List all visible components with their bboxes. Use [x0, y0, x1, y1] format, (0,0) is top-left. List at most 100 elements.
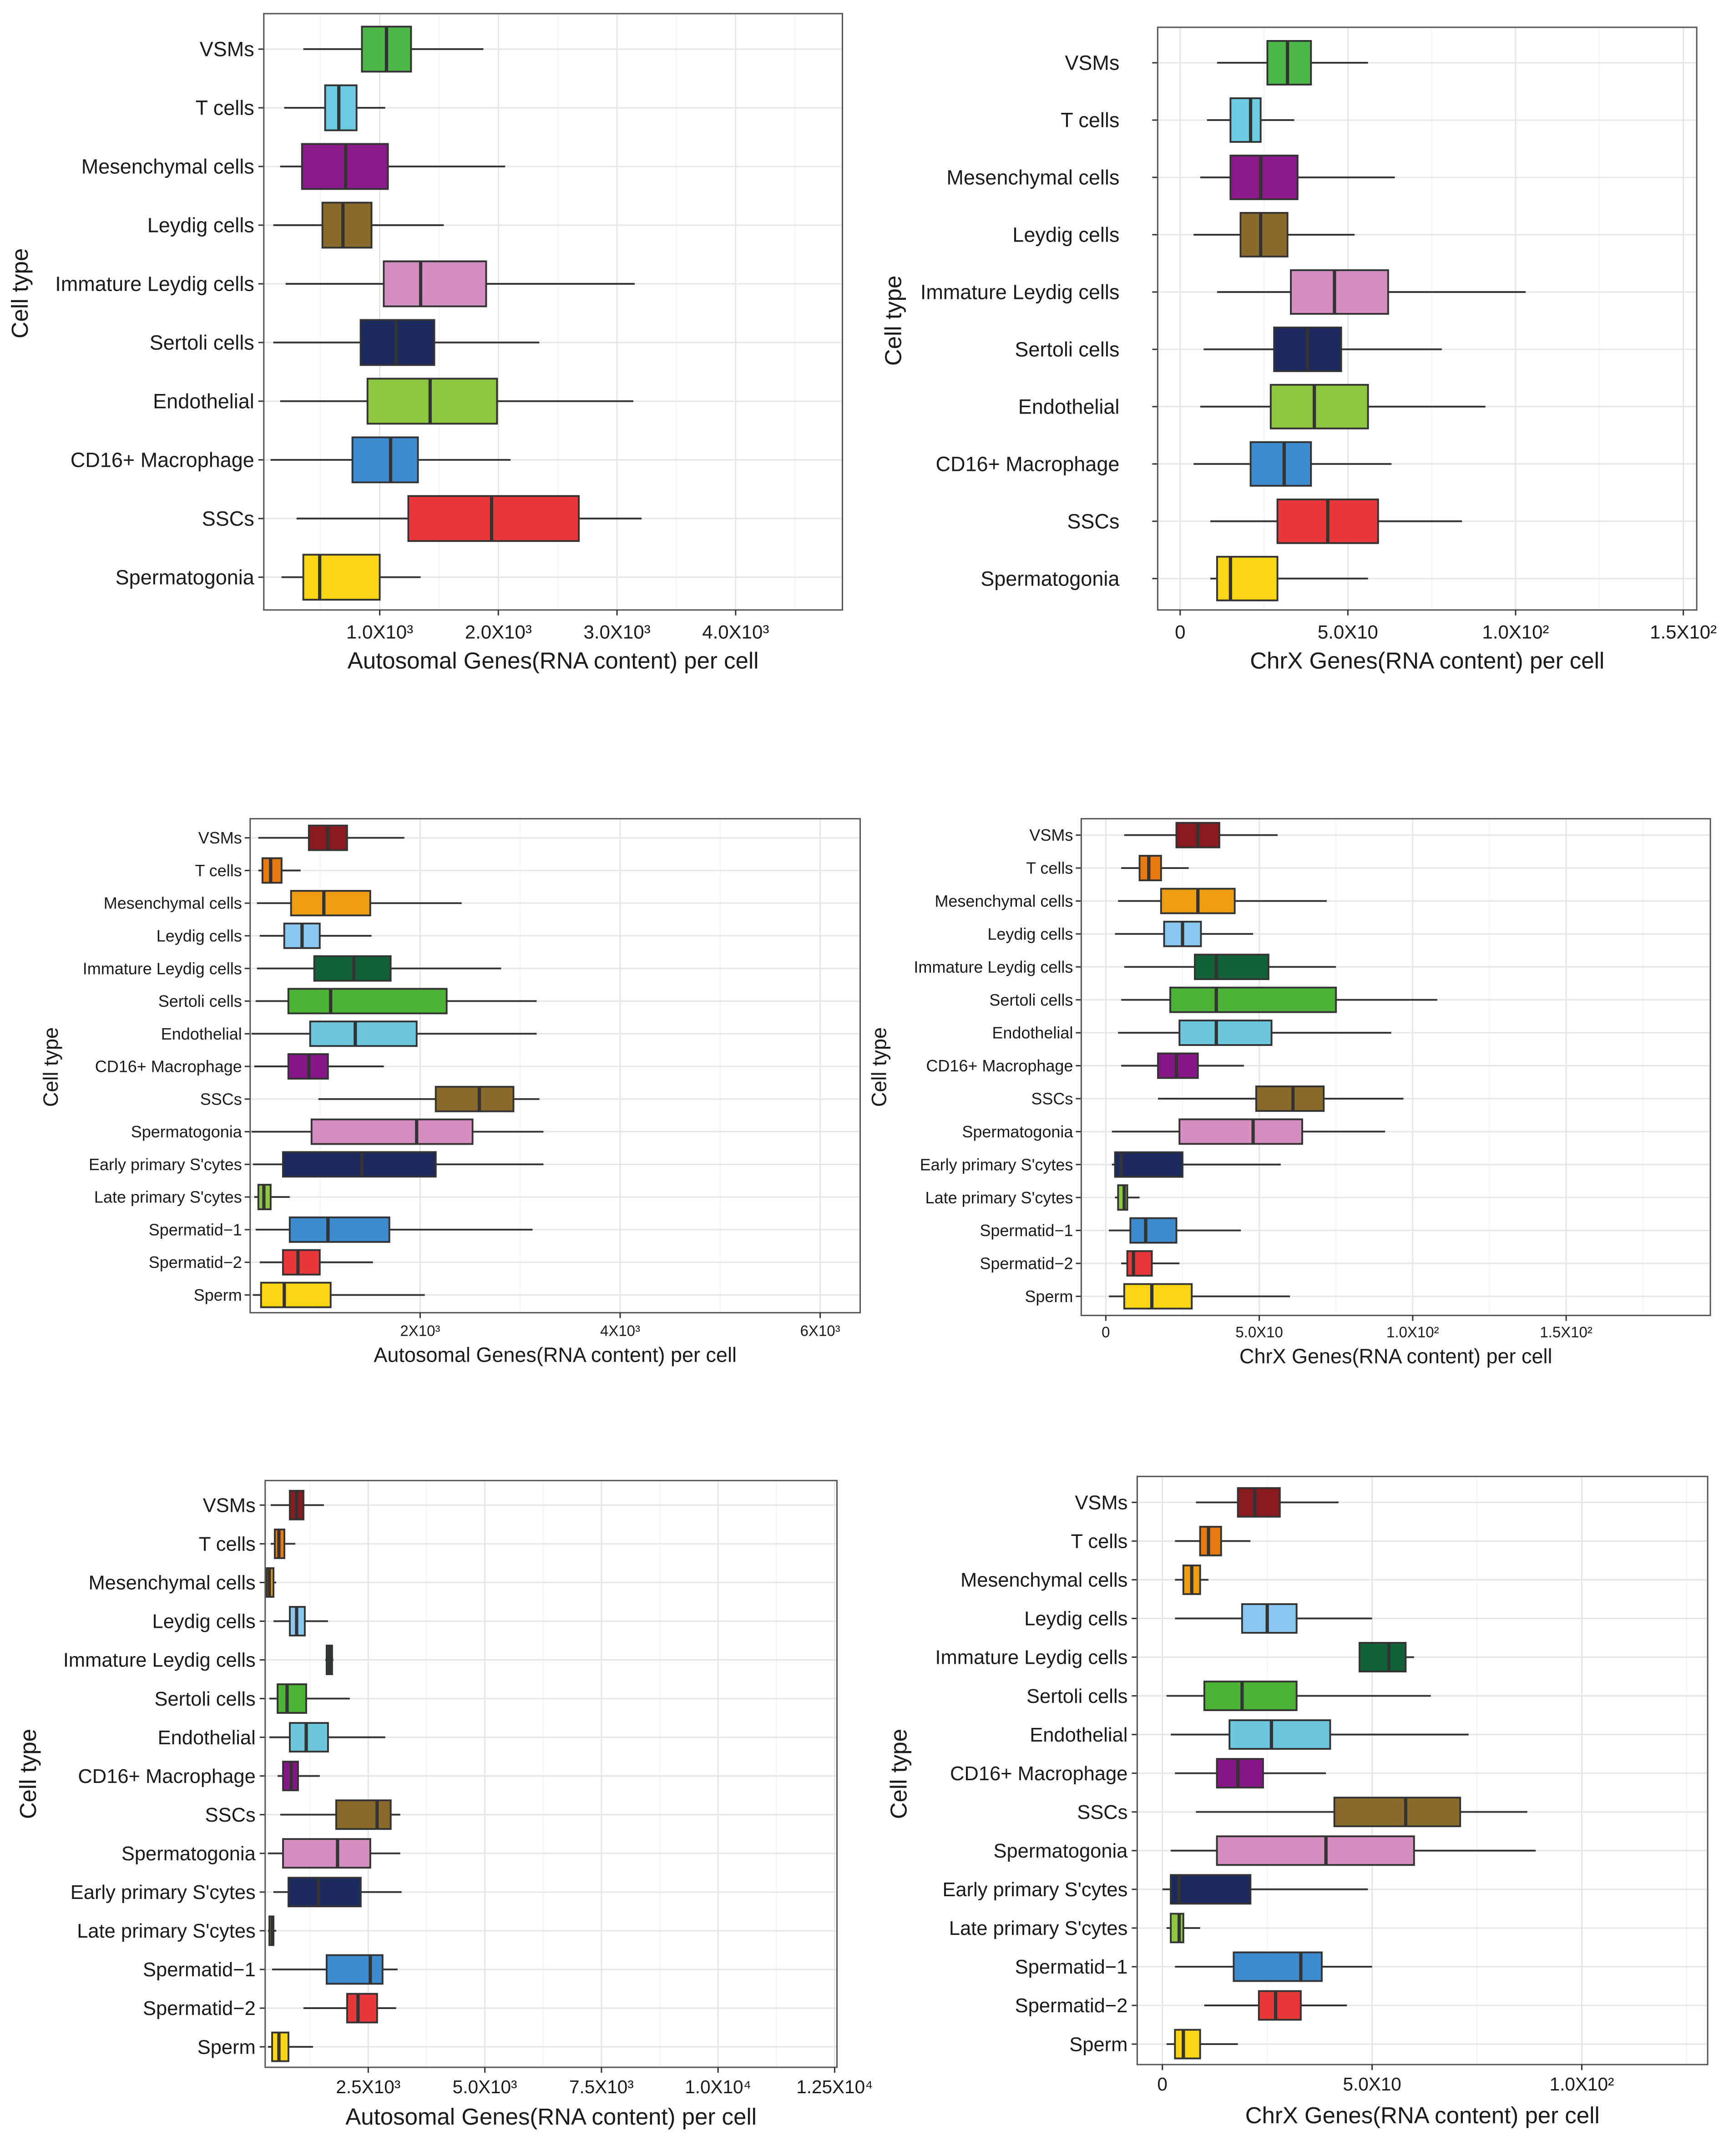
box-vsms [1217, 40, 1368, 86]
y-tick-label: T cells [195, 861, 242, 880]
iqr-box [335, 1799, 392, 1830]
iqr-box [435, 1086, 515, 1112]
y-tick-label: Sertoli cells [158, 992, 242, 1010]
y-tick-label: Leydig cells [152, 1611, 256, 1633]
y-tick-label: VSMs [200, 38, 254, 61]
box-immature-leydig-cells [257, 955, 501, 982]
box-sperm [268, 2031, 313, 2062]
iqr-box [1123, 1283, 1193, 1310]
box-spermatid-1 [1175, 1951, 1372, 1982]
box-late-primary-s-cytes [1115, 1184, 1140, 1211]
iqr-box [351, 436, 419, 484]
box-leydig-cells [1175, 1603, 1372, 1634]
box-spermatid-1 [272, 1954, 398, 1985]
box-late-primary-s-cytes [268, 1915, 276, 1946]
iqr-box [1255, 1085, 1325, 1112]
iqr-box [321, 202, 373, 249]
box-sertoli-cells [1121, 986, 1437, 1013]
box-immature-leydig-cells [1124, 954, 1336, 980]
box-endothelial [1200, 384, 1486, 429]
y-tick-label: T cells [199, 1534, 256, 1555]
y-tick-label: Immature Leydig cells [914, 958, 1073, 976]
y-tick-label: CD16+ Macrophage [936, 453, 1120, 476]
y-tick-label: SSCs [200, 1090, 242, 1108]
box-early-primary-s-cytes [253, 1151, 544, 1178]
boxplot-panel-1: VSMs T cells Mesenchymal cells Leydig cells… [7, 13, 844, 674]
iqr-box [1237, 1487, 1281, 1518]
box-vsms [1124, 822, 1278, 848]
y-tick-label: Immature Leydig cells [83, 959, 242, 978]
y-tick-label: Endothelial [158, 1727, 256, 1749]
iqr-box [287, 988, 448, 1015]
box-leydig-cells [1193, 212, 1355, 258]
x-axis-title: ChrX Genes(RNA content) per cell [1239, 1344, 1552, 1368]
y-tick-label: CD16+ Macrophage [71, 449, 254, 472]
y-tick-label: Sperm [197, 2036, 256, 2058]
box-immature-leydig-cells [325, 1645, 334, 1675]
iqr-box [1216, 1758, 1264, 1789]
box-mesenchymal-cells [1175, 1564, 1209, 1595]
x-tick-label: 5.0X10 [1343, 2074, 1401, 2095]
iqr-box [1169, 986, 1337, 1013]
y-tick-label: Endothelial [1018, 395, 1120, 419]
x-tick-label: 1.0X10² [1550, 2074, 1614, 2095]
iqr-box [366, 378, 498, 425]
box-t-cells [270, 1528, 295, 1559]
y-axis-title: Cell type [867, 1027, 890, 1107]
y-tick-label: CD16+ Macrophage [926, 1056, 1073, 1075]
iqr-box [288, 1216, 390, 1243]
y-tick-label: Early primary S'cytes [89, 1155, 242, 1174]
box-early-primary-s-cytes [1162, 1874, 1368, 1905]
y-tick-label: Leydig cells [987, 924, 1073, 943]
y-tick-label: Sperm [194, 1286, 242, 1304]
box-leydig-cells [1115, 920, 1254, 947]
box-late-primary-s-cytes [254, 1184, 290, 1211]
box-spermatid-2 [259, 1249, 373, 1276]
y-tick-label: Spermatid−1 [980, 1221, 1073, 1240]
y-tick-label: Leydig cells [1024, 1608, 1127, 1630]
x-tick-label: 0 [1175, 621, 1185, 643]
box-spermatid-2 [303, 1993, 396, 2024]
box-spermatogonia [251, 1118, 544, 1145]
iqr-box [282, 1838, 371, 1869]
boxplot-panel-4: VSMs T cells Mesenchymal cells Leydig cells… [867, 818, 1711, 1368]
iqr-box [1126, 1250, 1153, 1277]
box-sscs [1196, 1797, 1527, 1828]
iqr-box [1258, 1990, 1302, 2021]
y-tick-label: Immature Leydig cells [935, 1647, 1127, 1669]
y-tick-label: Immature Leydig cells [55, 273, 254, 296]
iqr-box [1229, 97, 1262, 143]
y-tick-label: Endothelial [153, 390, 254, 413]
iqr-box [302, 554, 381, 601]
x-axis-title: ChrX Genes(RNA content) per cell [1245, 2102, 1600, 2128]
iqr-box [1233, 1951, 1323, 1982]
x-tick-label: 6X10³ [800, 1322, 840, 1339]
x-tick-label: 1.25X10⁴ [796, 2076, 873, 2097]
iqr-box [1114, 1151, 1183, 1178]
box-spermatogonia [281, 554, 421, 601]
x-tick-label: 4X10³ [600, 1322, 640, 1339]
y-tick-label: Spermatid−2 [149, 1253, 242, 1272]
iqr-box [1170, 1913, 1184, 1944]
y-tick-label: SSCs [1067, 510, 1119, 533]
box-sperm [1109, 1283, 1290, 1310]
boxplot-panel-2: VSMs T cells Mesenchymal cells Leydig cells… [880, 26, 1717, 674]
y-tick-label: Early primary S'cytes [920, 1155, 1073, 1174]
y-tick-label: CD16+ Macrophage [950, 1763, 1127, 1785]
y-tick-label: Spermatogonia [981, 567, 1120, 590]
iqr-box [1216, 555, 1279, 601]
x-tick-label: 4.0X10³ [702, 621, 769, 643]
iqr-box [260, 1282, 332, 1308]
y-tick-label: Mesenchymal cells [946, 166, 1119, 189]
y-tick-label: VSMs [1065, 51, 1119, 75]
x-tick-label: 1.0X10² [1482, 621, 1549, 643]
y-tick-label: Leydig cells [1012, 223, 1119, 247]
y-tick-label: Sertoli cells [150, 331, 254, 354]
box-sscs [296, 495, 642, 542]
box-sscs [1210, 498, 1462, 544]
box-vsms [258, 824, 404, 851]
plot-frame [1157, 26, 1698, 611]
y-tick-label: Spermatid−1 [1015, 1956, 1128, 1978]
box-immature-leydig-cells [1217, 269, 1526, 315]
box-early-primary-s-cytes [1112, 1151, 1281, 1178]
